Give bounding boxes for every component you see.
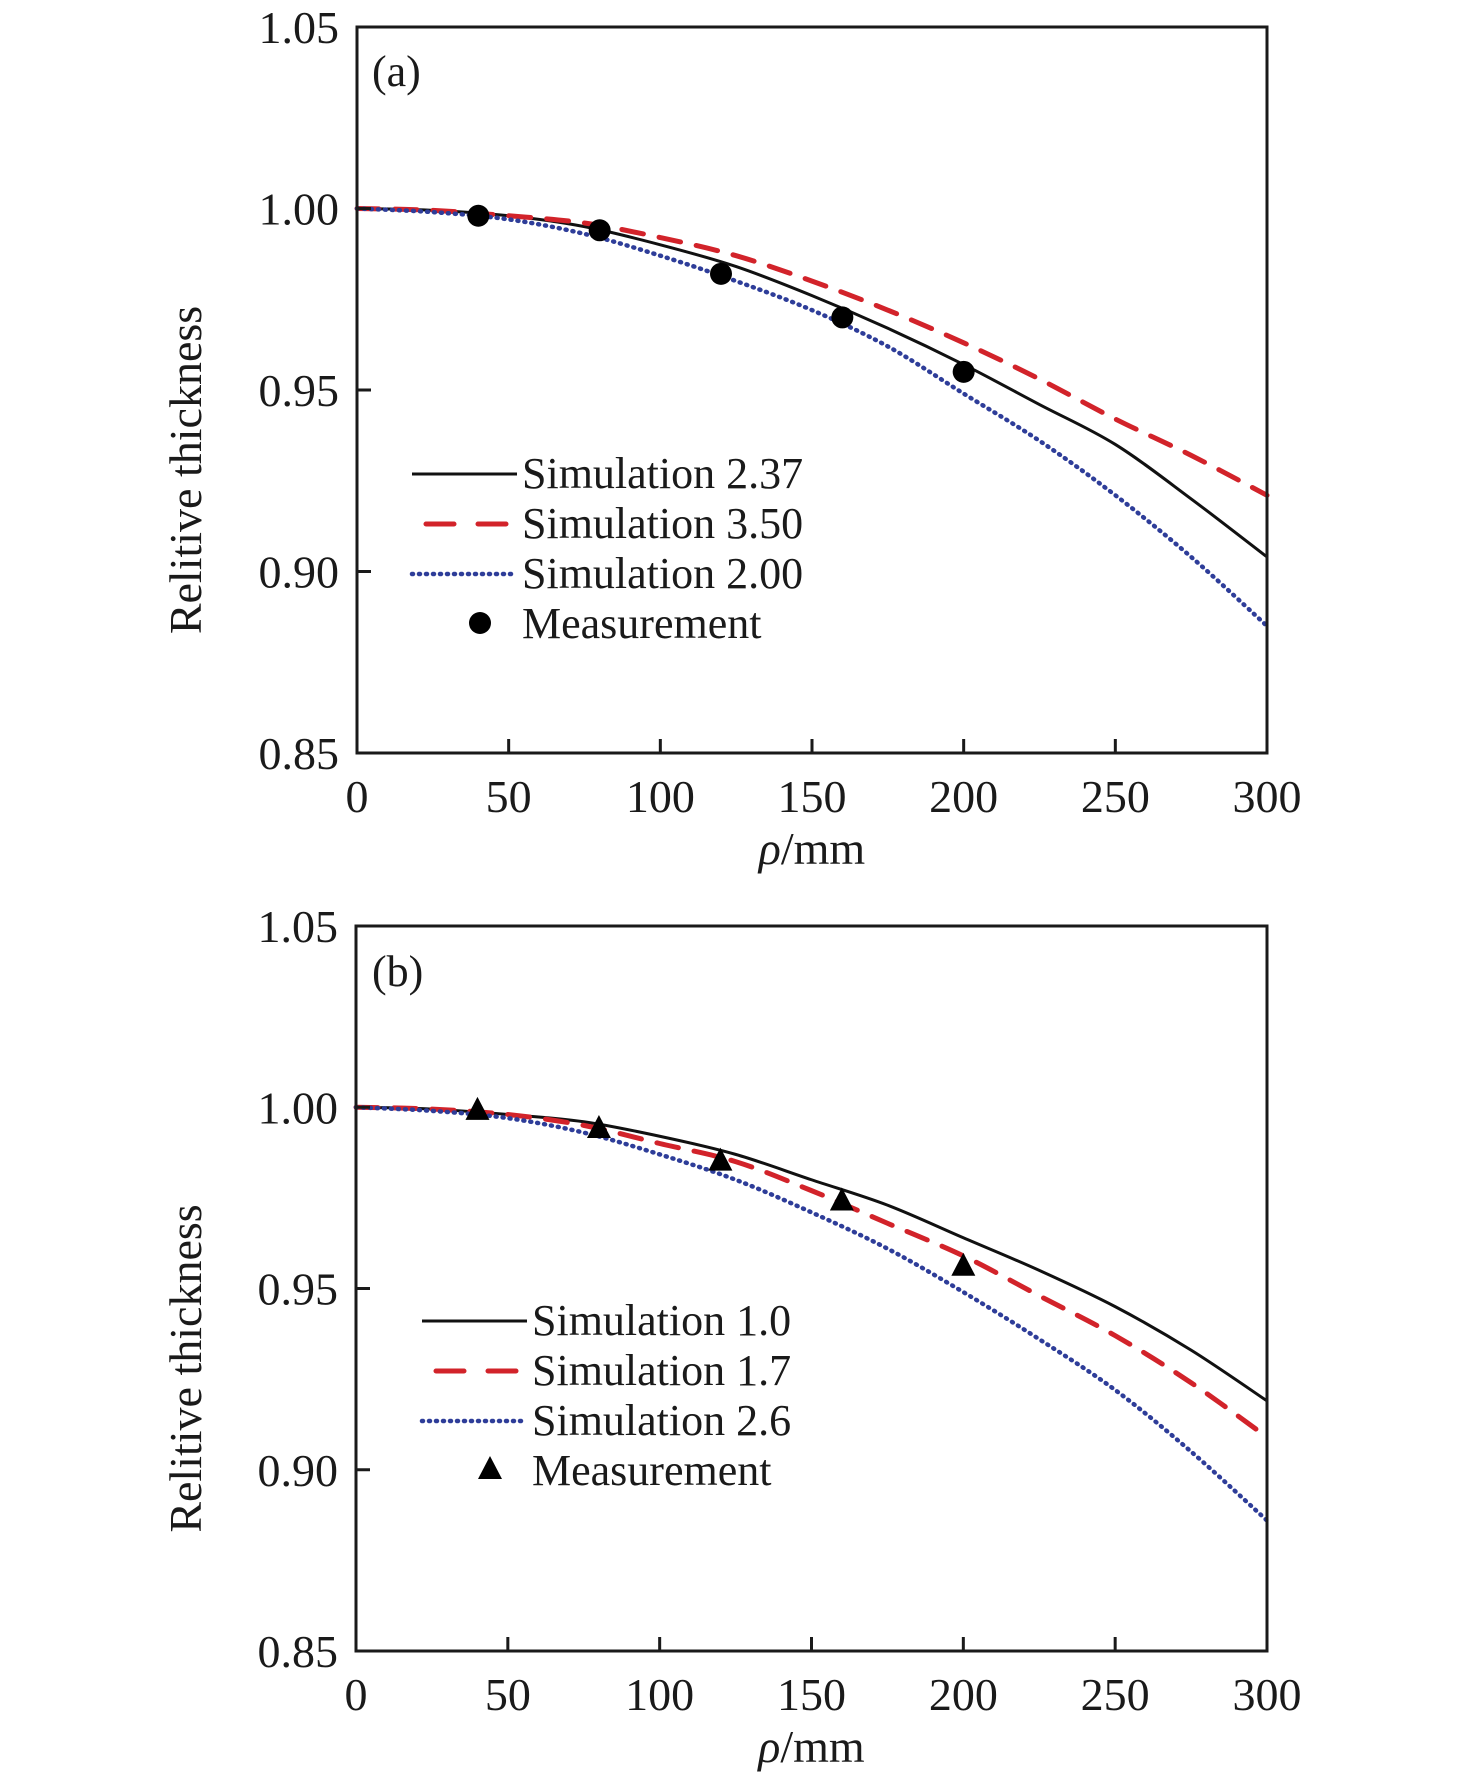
y-tick-label: 1.05 [259,2,340,53]
x-tick-label: 300 [1233,771,1302,822]
x-tick-label: 200 [929,771,998,822]
legend-label: Measurement [522,599,761,648]
measurement-point [829,1187,854,1211]
panel-b: (b) 0 50 100 150 200 250 300 0.85 0.90 0.95 1.00 1.… [160,901,1302,1772]
plot-frame [355,25,1269,755]
measurement-point [467,204,490,227]
x-tick-label: 250 [1081,1669,1150,1720]
panel-a: (a) 0 50 100 150 200 250 300 0.85 0.90 0.95 1.00 1.… [160,2,1302,874]
y-tick-label: 0.85 [259,728,340,779]
legend-marker-circle [469,612,491,634]
plot-frame [354,924,1269,1653]
measurement-markers [467,204,975,383]
series-line-solid [356,207,1268,559]
x-tick-label: 250 [1081,771,1150,822]
legend-label: Simulation 2.37 [522,449,803,498]
y-tick-label: 1.05 [258,901,339,952]
series-line-solid [355,1105,1268,1403]
x-tick-label: 0 [346,771,369,822]
x-tick-label: 200 [929,1669,998,1720]
series-line-dashed [354,206,1270,498]
x-tick-label: 150 [778,771,847,822]
x-tick-label: 300 [1233,1669,1302,1720]
y-tick-label: 0.85 [258,1626,339,1677]
y-axis-title: Relitive thickness [160,1204,211,1532]
legend-label: Measurement [532,1446,771,1495]
x-tick-label: 150 [777,1669,846,1720]
measurement-point [588,219,611,242]
measurement-point [952,360,975,383]
measurement-markers [465,1096,976,1276]
series-line-dotted [353,1105,1270,1523]
panel-label: (a) [372,47,421,96]
x-axis-unit: /mm [780,1721,865,1772]
series-group [353,1104,1270,1523]
y-tick-label: 0.95 [258,1264,339,1315]
legend-label: Simulation 2.00 [522,549,803,598]
y-tick-label: 0.90 [258,1445,339,1496]
series-group [354,206,1270,629]
legend-label: Simulation 3.50 [522,499,803,548]
measurement-point [710,262,732,285]
x-axis-title: ρ/mm [757,823,866,874]
y-tick-label: 1.00 [258,1082,339,1133]
measurement-point [951,1252,976,1276]
y-tick-label: 0.95 [259,365,340,416]
x-axis-variable: ρ [757,823,781,874]
measurement-point [465,1096,490,1120]
x-tick-label: 0 [345,1669,368,1720]
measurement-point [831,306,854,329]
legend-marker-triangle [478,1456,502,1479]
panel-label: (b) [372,947,423,996]
y-tick-label: 0.90 [259,547,340,598]
measurement-point [586,1115,611,1138]
x-axis-title: ρ/mm [756,1721,865,1772]
y-axis-title: Relitive thickness [160,306,211,634]
x-tick-label: 50 [485,1669,531,1720]
measurement-point [708,1147,733,1171]
x-axis-variable: ρ [756,1721,780,1772]
x-tick-label: 100 [625,1669,694,1720]
x-tick-label: 50 [486,771,532,822]
series-line-dashed [353,1104,1270,1440]
x-axis-unit: /mm [781,823,866,874]
legend-label: Simulation 1.7 [532,1346,791,1395]
x-tick-label: 100 [626,771,695,822]
y-tick-label: 1.00 [259,184,340,235]
series-line-dotted [354,206,1270,629]
legend-label: Simulation 1.0 [532,1296,791,1345]
legend-label: Simulation 2.6 [532,1396,791,1445]
